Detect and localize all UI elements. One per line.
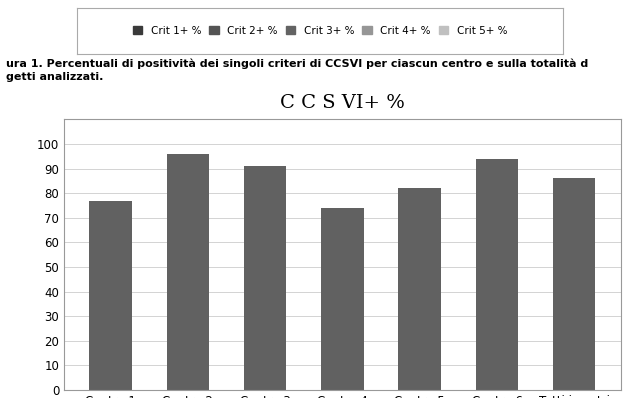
Bar — [321, 208, 364, 390]
Title: C C S VI+ %: C C S VI+ % — [280, 94, 405, 112]
Bar — [90, 201, 132, 390]
Bar — [244, 166, 286, 390]
Legend: Crit 1+ %, Crit 2+ %, Crit 3+ %, Crit 4+ %, Crit 5+ %: Crit 1+ %, Crit 2+ %, Crit 3+ %, Crit 4+… — [130, 23, 510, 39]
Bar — [399, 188, 441, 390]
Bar — [166, 154, 209, 390]
Bar — [553, 178, 595, 390]
Text: ura 1. Percentuali di positività dei singoli criteri di CCSVI per ciascun centro: ura 1. Percentuali di positività dei sin… — [6, 59, 589, 82]
Bar — [476, 159, 518, 390]
